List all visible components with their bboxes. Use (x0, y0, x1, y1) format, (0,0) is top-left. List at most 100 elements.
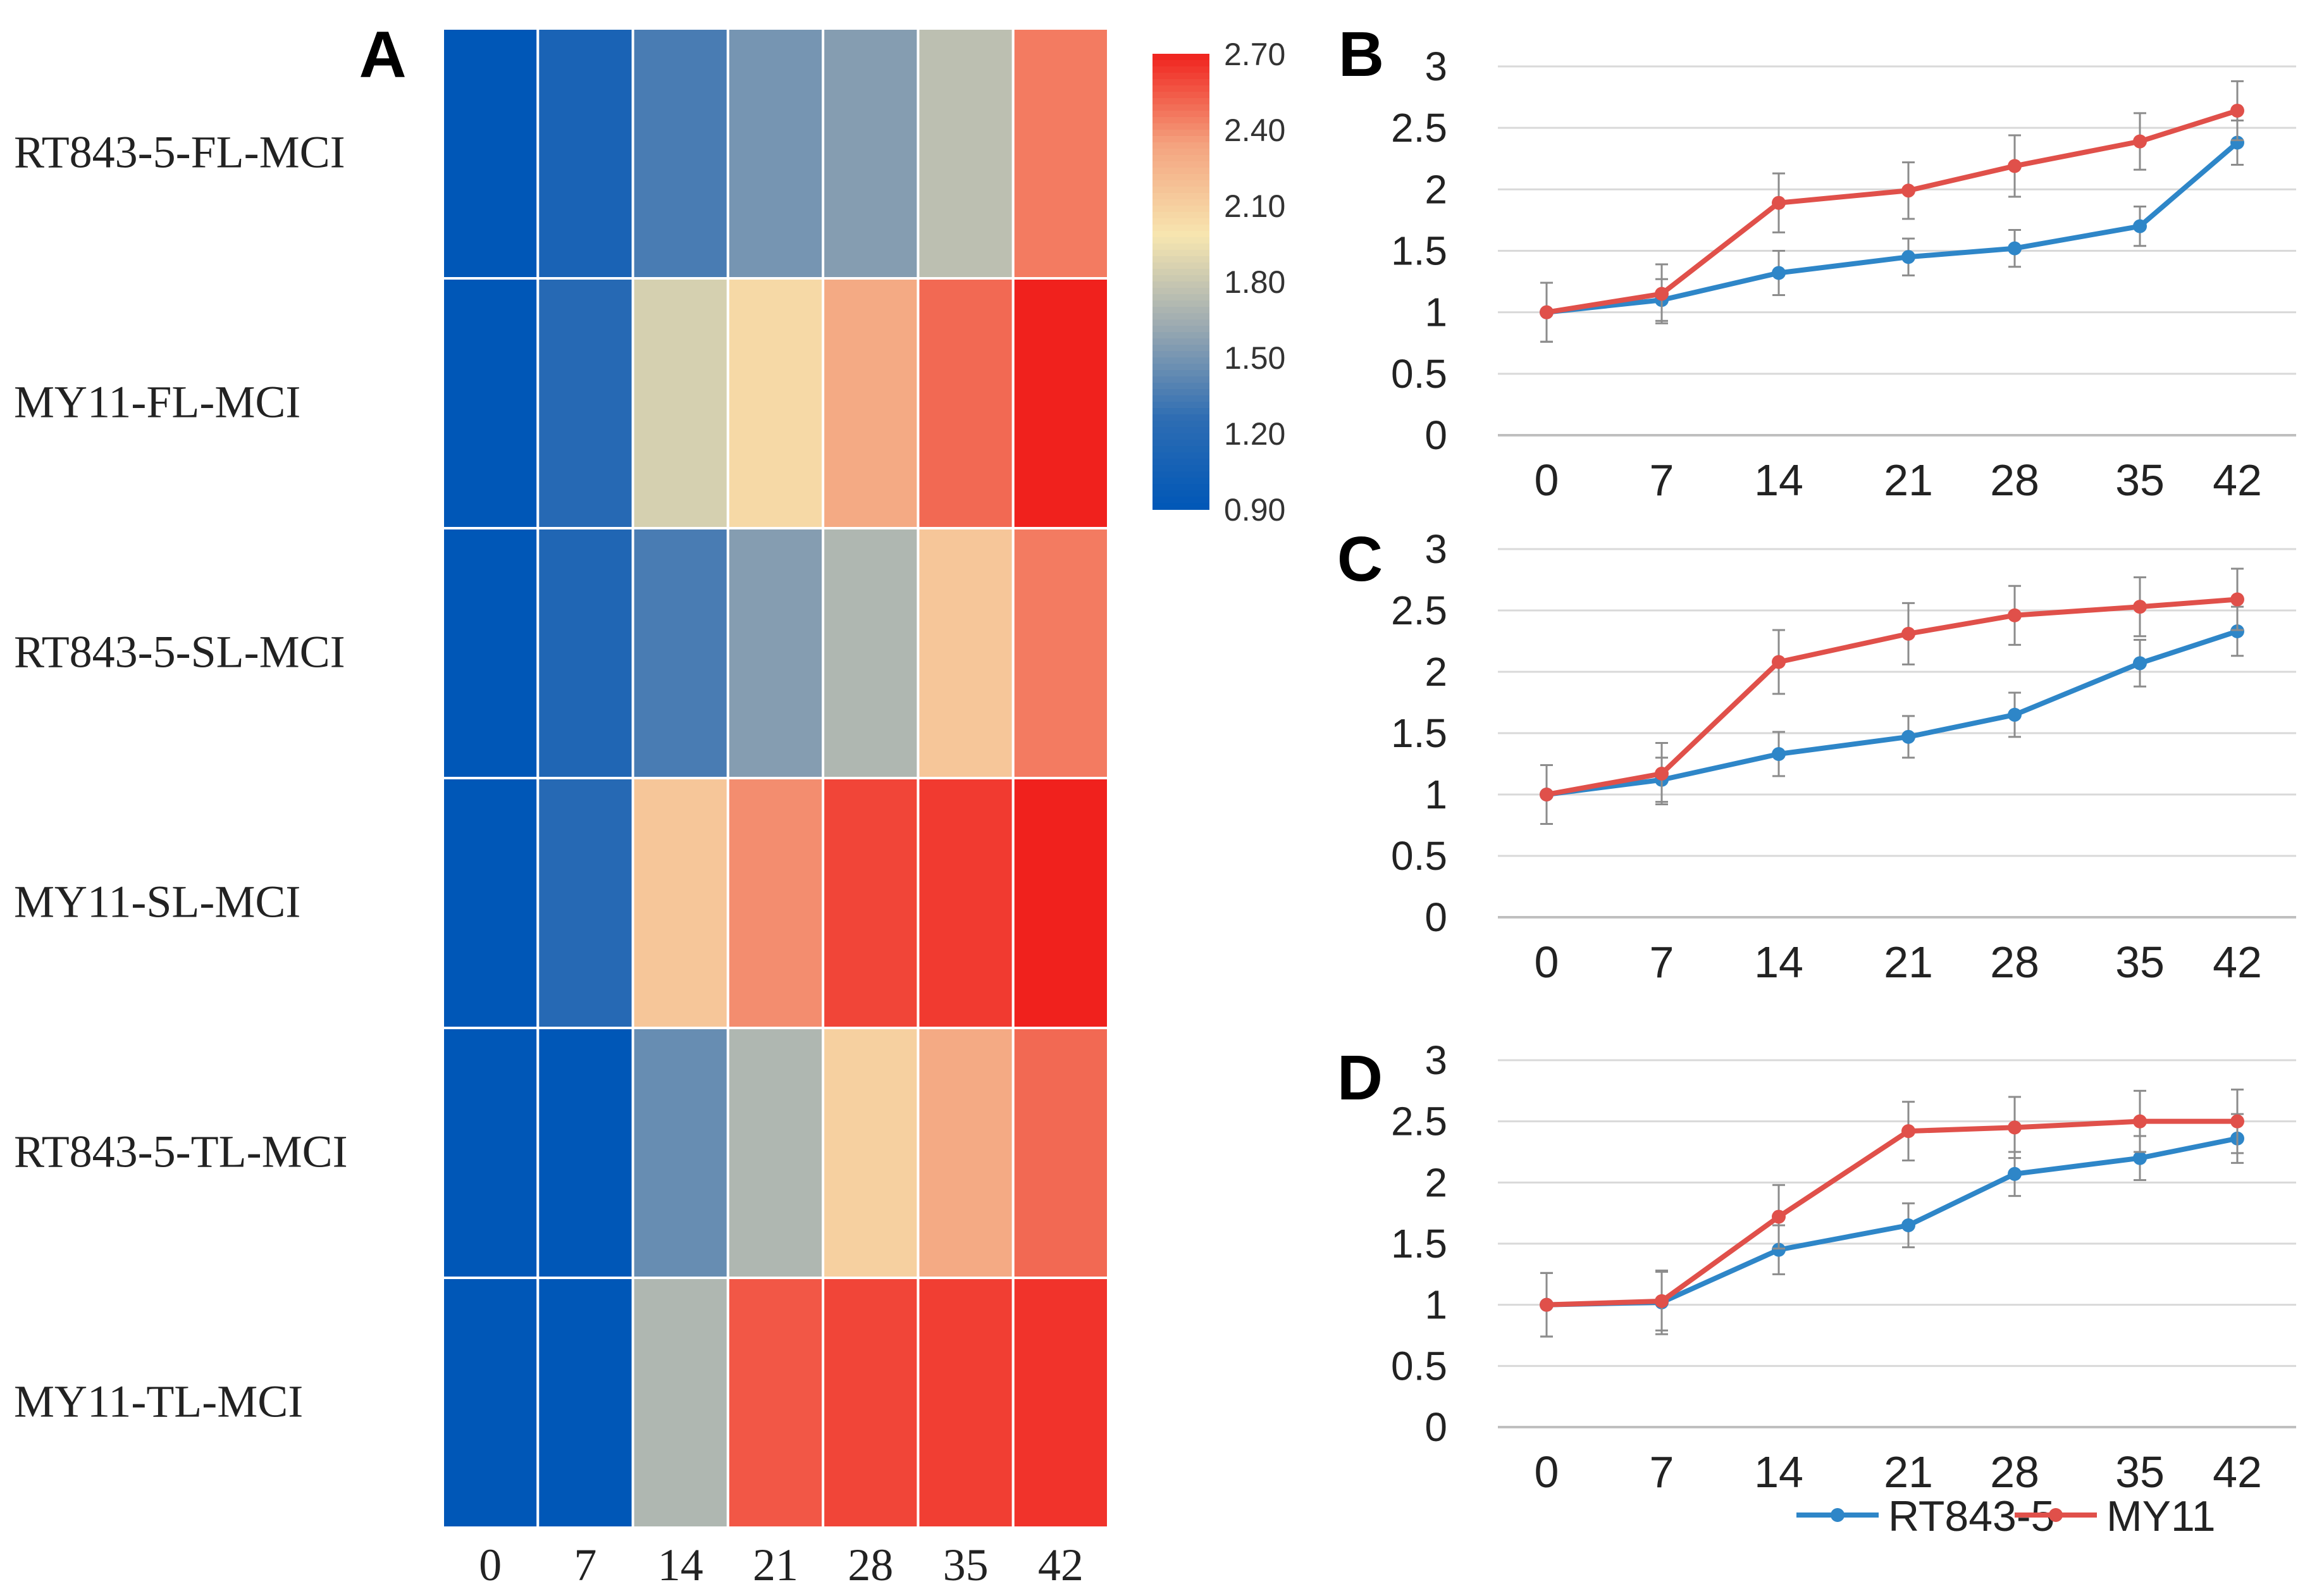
heatmap-cell (631, 1277, 729, 1529)
panel-label-a: A (359, 18, 406, 92)
x-tick-label: 21 (1884, 937, 1933, 987)
colorbar-segment (1152, 174, 1209, 181)
y-tick-label: 0.5 (1391, 1343, 1447, 1389)
panel-label-b: B (1338, 19, 1384, 90)
y-tick-label: 1.5 (1391, 228, 1447, 274)
data-point (1901, 183, 1915, 198)
panel-label-c: C (1337, 524, 1383, 595)
heatmap-row-label: MY11-SL-MCI (14, 877, 300, 927)
data-point (2133, 656, 2147, 671)
colorbar-segment (1152, 117, 1209, 124)
colorbar-tick-label: 0.90 (1224, 492, 1285, 528)
y-tick-label: 0.5 (1391, 351, 1447, 397)
heatmap-cell (822, 1027, 920, 1279)
data-point (1655, 1294, 1669, 1308)
colorbar-segment (1152, 193, 1209, 200)
colorbar-segment (1152, 478, 1209, 485)
heatmap-cell (442, 1027, 540, 1279)
colorbar-segment (1152, 497, 1209, 504)
colorbar-segment (1152, 168, 1209, 175)
heatmap-cell (442, 527, 540, 779)
data-point (2230, 592, 2244, 607)
colorbar-segment (1152, 66, 1209, 73)
colorbar-segment (1152, 421, 1209, 428)
heatmap-row-label: RT843-5-FL-MCI (14, 127, 345, 178)
heatmap-cell (822, 27, 920, 280)
heatmap-column-label: 0 (479, 1540, 502, 1590)
colorbar-segment (1152, 275, 1209, 282)
colorbar-segment (1152, 465, 1209, 472)
heatmap-cell (442, 1277, 540, 1529)
heatmap-column-label: 42 (1038, 1540, 1084, 1590)
heatmap-cell (536, 1027, 634, 1279)
data-point (2008, 1120, 2022, 1135)
x-tick-label: 21 (1884, 1447, 1933, 1497)
colorbar-segment (1152, 104, 1209, 111)
colorbar-segment (1152, 142, 1209, 149)
colorbar-segment (1152, 338, 1209, 345)
line-chart-d: D 3 2.5 2 1.5 1 0.5 0 0 7 14 21 28 35 42 (1337, 1037, 2296, 1497)
colorbar-segment (1152, 149, 1209, 156)
series-line-rt843-5 (1546, 629, 2239, 797)
data-point (1901, 250, 1915, 264)
heatmap-cell (917, 277, 1015, 529)
y-tick-label: 0.5 (1391, 833, 1447, 879)
colorbar-segment (1152, 484, 1209, 491)
heatmap-cell (442, 277, 540, 529)
heatmap-column-label: 28 (848, 1540, 893, 1590)
x-tick-label: 42 (2213, 937, 2262, 987)
colorbar-tick-label: 1.20 (1224, 416, 1285, 452)
colorbar-tick-label: 2.70 (1224, 37, 1285, 72)
heatmap-cell (1011, 27, 1109, 280)
heatmap-cell (536, 277, 634, 529)
x-tick-label: 35 (2115, 1447, 2165, 1497)
colorbar-segment (1152, 332, 1209, 339)
colorbar-segment (1152, 161, 1209, 168)
data-point (1772, 266, 1786, 280)
colorbar-segment (1152, 313, 1209, 320)
heatmap-cell (631, 277, 729, 529)
colorbar-segment (1152, 187, 1209, 194)
heatmap-cell (726, 1277, 825, 1529)
colorbar-segment (1152, 345, 1209, 352)
y-tick-label: 1.5 (1391, 1221, 1447, 1266)
line-chart-b: B 3 2.5 2 1.5 1 0.5 0 0 7 14 21 28 35 42 (1338, 19, 2296, 505)
legend-marker (1831, 1508, 1845, 1522)
colorbar-segment (1152, 433, 1209, 440)
colorbar-segment (1152, 357, 1209, 364)
heatmap-cell (1011, 777, 1109, 1029)
colorbar-segment (1152, 440, 1209, 447)
heatmap-cell (917, 777, 1015, 1029)
y-tick-label: 2 (1424, 1160, 1447, 1205)
colorbar-segment (1152, 395, 1209, 402)
heatmap-row-label: RT843-5-SL-MCI (14, 627, 345, 677)
colorbar-segment (1152, 237, 1209, 244)
y-tick-label: 1 (1424, 290, 1447, 335)
heatmap-cell (726, 777, 825, 1029)
data-point (1655, 287, 1669, 301)
colorbar-tick-label: 2.40 (1224, 113, 1285, 148)
data-point (2230, 103, 2244, 118)
heatmap-cell (442, 27, 540, 280)
colorbar-segment (1152, 73, 1209, 80)
heatmap-cell (917, 1277, 1015, 1529)
heatmap-cell (442, 777, 540, 1029)
y-tick-label: 2.5 (1391, 1099, 1447, 1144)
colorbar-tick-label: 1.80 (1224, 264, 1285, 300)
legend-marker (2049, 1508, 2063, 1522)
colorbar-segment (1152, 446, 1209, 453)
data-point (1655, 767, 1669, 781)
data-point (1772, 1242, 1786, 1257)
x-tick-label: 28 (1990, 1447, 2039, 1497)
data-point (1540, 788, 1554, 801)
x-tick-label: 42 (2213, 1447, 2262, 1497)
data-point (2008, 159, 2022, 173)
y-tick-label: 2 (1424, 649, 1447, 695)
data-point (2008, 608, 2022, 622)
heatmap-cell (726, 27, 825, 280)
data-point (1772, 746, 1786, 761)
colorbar-segment (1152, 389, 1209, 396)
heatmap-cell (1011, 527, 1109, 779)
colorbar-segment (1152, 319, 1209, 326)
